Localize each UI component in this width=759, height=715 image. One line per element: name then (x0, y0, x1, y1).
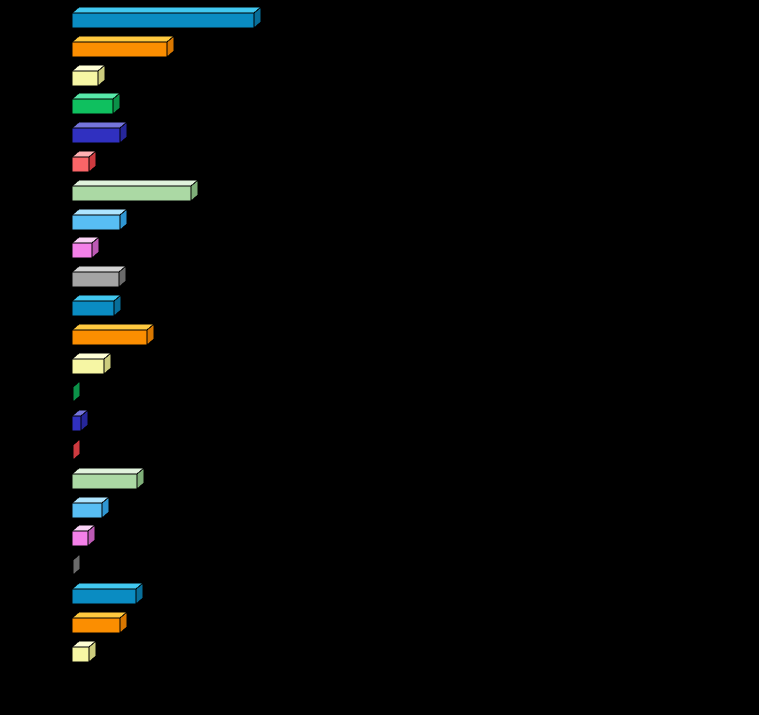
bar-row-17 (70, 466, 146, 491)
bar-row-18 (70, 495, 111, 520)
bar-row-12 (70, 322, 156, 347)
bar-top-face (70, 294, 123, 302)
bar-front-face (71, 358, 105, 375)
bar-top-face (70, 582, 145, 590)
bar-front-face (71, 12, 255, 29)
bar-front-face (71, 329, 148, 346)
bar-front-face (71, 98, 114, 115)
bar-top-face (70, 35, 176, 43)
bar-top-face (70, 179, 200, 187)
bar-top-face (70, 467, 146, 475)
bar-row-9 (70, 235, 101, 260)
bar-front-face (71, 473, 138, 490)
bar-top-face (70, 6, 263, 14)
bar-front-face (71, 185, 192, 202)
bar-top-face (70, 323, 156, 331)
bar-row-11 (70, 293, 123, 318)
bar-front-face (71, 70, 99, 87)
bar-side-face (72, 437, 81, 462)
bar-front-face (71, 559, 74, 576)
bar-row-21 (70, 581, 145, 606)
bar-top-face (70, 208, 129, 216)
bar-row-7 (70, 178, 200, 203)
bar-front-face (71, 444, 74, 461)
bar-row-16 (70, 437, 82, 462)
bar-front-face (71, 530, 89, 547)
bar-top-face (70, 265, 128, 273)
bar-side-face (72, 552, 81, 577)
bar-front-face (71, 588, 137, 605)
bar-front-face (71, 415, 82, 432)
bar-front-face (71, 156, 90, 173)
bar-top-face (70, 611, 129, 619)
bar-front-face (71, 300, 115, 317)
bar-front-face (71, 502, 103, 519)
bar-row-2 (70, 34, 176, 59)
bar-front-face (71, 271, 120, 288)
bar-row-14 (70, 379, 82, 404)
bar-front-face (71, 386, 74, 403)
bar-row-19 (70, 523, 97, 548)
bar-row-1 (70, 5, 263, 30)
bar-row-10 (70, 264, 128, 289)
bar-row-20 (70, 552, 82, 577)
bar-front-face (71, 646, 90, 663)
bar-front-face (71, 242, 93, 259)
bar-top-face (70, 92, 122, 100)
bar-front-face (71, 617, 121, 634)
bar-front-face (71, 127, 121, 144)
bar-row-3 (70, 63, 107, 88)
bar-row-15 (70, 408, 90, 433)
bar-row-4 (70, 91, 122, 116)
bar-row-23 (70, 639, 98, 664)
bar-front-face (71, 41, 168, 58)
bar-row-13 (70, 351, 113, 376)
bar-side-face (72, 379, 81, 404)
bar-row-6 (70, 149, 98, 174)
bar-top-face (70, 121, 129, 129)
bar-front-face (71, 214, 121, 231)
bar-row-22 (70, 610, 129, 635)
bar-row-8 (70, 207, 129, 232)
bar-row-5 (70, 120, 129, 145)
